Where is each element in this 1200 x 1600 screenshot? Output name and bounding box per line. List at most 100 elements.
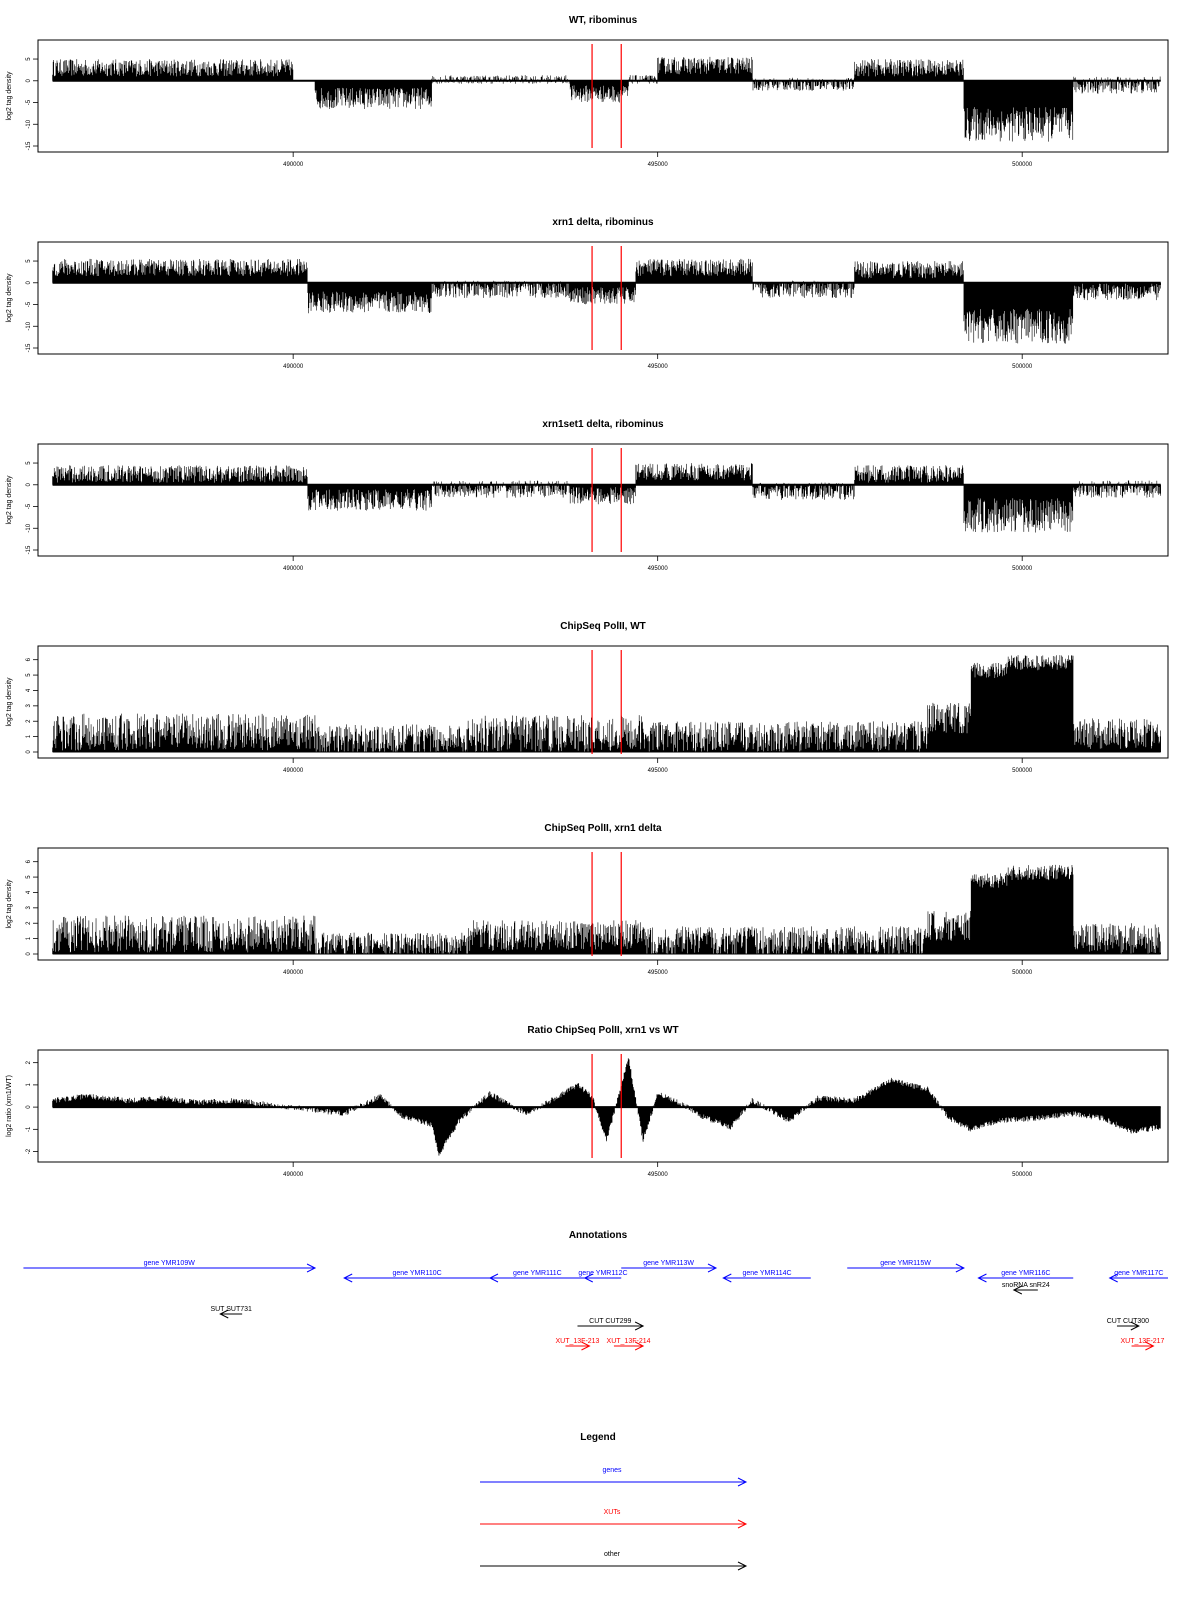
y-tick-label: 6 bbox=[26, 859, 32, 863]
panel-4: ChipSeq PolII, WT log2 tag density 0 1 2 3 4 5 6… bbox=[6, 621, 1169, 774]
chart-panels: WT, ribominus log2 tag density 5 0 -5 -10 -15 4… bbox=[6, 15, 1169, 1178]
y-tick-label: 0 bbox=[26, 952, 32, 956]
feature-arrow bbox=[1108, 1273, 1168, 1283]
data-bars bbox=[52, 258, 1161, 344]
feature-arrow bbox=[577, 1321, 645, 1331]
x-tick-label: 495000 bbox=[648, 566, 669, 572]
legend-item: other bbox=[480, 1551, 748, 1571]
feature-arrow bbox=[1116, 1321, 1140, 1331]
panel-1: WT, ribominus log2 tag density 5 0 -5 -10 -15 4… bbox=[6, 15, 1169, 168]
feature-arrow bbox=[1012, 1285, 1038, 1295]
y-tick-label: -2 bbox=[26, 1148, 32, 1154]
panel-5: ChipSeq PolII, xrn1 delta log2 tag densit… bbox=[6, 823, 1169, 976]
annotation-feature: gene YMR110C bbox=[343, 1270, 490, 1283]
ratio-area bbox=[52, 1058, 1161, 1156]
y-tick-label: 0 bbox=[26, 280, 32, 284]
x-tick-label: 490000 bbox=[283, 162, 304, 168]
y-tick-label: 0 bbox=[26, 482, 32, 486]
feature-arrow bbox=[722, 1273, 811, 1283]
x-tick-label: 500000 bbox=[1012, 768, 1033, 774]
legend-arrow bbox=[480, 1519, 748, 1529]
annotation-feature: gene YMR109W bbox=[23, 1260, 317, 1273]
panel-3: xrn1set1 delta, ribominus log2 tag densit… bbox=[6, 419, 1169, 572]
x-tick-label: 495000 bbox=[648, 970, 669, 976]
y-tick-label: 2 bbox=[26, 1060, 32, 1064]
data-bars bbox=[52, 655, 1161, 752]
y-tick-label: -10 bbox=[26, 119, 32, 128]
feature-arrow bbox=[621, 1263, 718, 1273]
feature-arrow bbox=[23, 1263, 317, 1273]
y-tick-label: 1 bbox=[26, 734, 32, 738]
annotation-feature: gene YMR117C bbox=[1108, 1270, 1168, 1283]
annotation-features: gene YMR109W gene YMR110C gene YMR111C gene… bbox=[23, 1260, 1168, 1351]
plot-frame bbox=[37, 443, 1169, 557]
plot-frame bbox=[37, 39, 1169, 153]
y-tick-label: -5 bbox=[26, 301, 32, 307]
y-tick-label: 6 bbox=[26, 657, 32, 661]
feature-label: gene YMR115W bbox=[880, 1260, 931, 1267]
x-tick-label: 490000 bbox=[283, 364, 304, 370]
annotation-feature: gene YMR111C bbox=[488, 1270, 585, 1283]
y-tick-label: -10 bbox=[26, 523, 32, 532]
annotations-title: Annotations bbox=[569, 1230, 628, 1241]
annotation-feature: XUT_13F-217 bbox=[1120, 1338, 1165, 1351]
feature-label: snoRNA snR24 bbox=[1002, 1282, 1050, 1289]
panel-title: xrn1 delta, ribominus bbox=[552, 217, 654, 228]
y-tick-label: 3 bbox=[26, 906, 32, 910]
y-tick-label: 2 bbox=[26, 921, 32, 925]
panel-2: xrn1 delta, ribominus log2 tag density 5 0 -… bbox=[6, 217, 1169, 370]
data-bars bbox=[52, 864, 1161, 954]
feature-arrow bbox=[847, 1263, 965, 1273]
annotation-feature: snoRNA snR24 bbox=[1002, 1282, 1050, 1295]
x-tick-label: 500000 bbox=[1012, 1172, 1033, 1178]
y-tick-label: 5 bbox=[26, 57, 32, 61]
y-tick-label: 1 bbox=[26, 1083, 32, 1087]
panel-6: Ratio ChipSeq PolII, xrn1 vs WT log2 rati… bbox=[6, 1025, 1169, 1178]
legend-arrow bbox=[480, 1477, 748, 1487]
y-tick-label: 0 bbox=[26, 750, 32, 754]
feature-label: gene YMR111C bbox=[513, 1270, 562, 1277]
feature-label: CUT CUT300 bbox=[1107, 1318, 1149, 1325]
feature-label: gene YMR109W bbox=[144, 1260, 196, 1267]
y-tick-label: -15 bbox=[26, 545, 32, 554]
y-tick-label: 4 bbox=[26, 890, 32, 894]
y-tick-label: -15 bbox=[26, 141, 32, 150]
feature-arrow bbox=[1131, 1341, 1155, 1351]
feature-label: SUT SUT731 bbox=[210, 1306, 252, 1313]
y-tick-label: -5 bbox=[26, 99, 32, 105]
annotation-feature: gene YMR114C bbox=[722, 1270, 811, 1283]
legend-arrow bbox=[480, 1561, 748, 1571]
annotation-feature: SUT SUT731 bbox=[210, 1306, 252, 1319]
panel-title: Ratio ChipSeq PolII, xrn1 vs WT bbox=[527, 1025, 678, 1036]
y-tick-label: -15 bbox=[26, 343, 32, 352]
annotation-feature: XUT_13F-214 bbox=[607, 1338, 651, 1351]
annotation-feature: XUT_13F-213 bbox=[555, 1338, 600, 1351]
y-tick-label: -5 bbox=[26, 503, 32, 509]
y-axis-label: log2 tag density bbox=[6, 71, 13, 121]
feature-arrow bbox=[219, 1309, 243, 1319]
x-tick-label: 490000 bbox=[283, 768, 304, 774]
feature-label: XUT_13F-213 bbox=[555, 1338, 599, 1345]
legend-label: genes bbox=[602, 1467, 622, 1474]
y-axis-label: log2 tag density bbox=[6, 475, 13, 525]
x-tick-label: 490000 bbox=[283, 1172, 304, 1178]
legend-label: other bbox=[604, 1551, 621, 1558]
feature-arrow bbox=[488, 1273, 585, 1283]
y-tick-label: -10 bbox=[26, 321, 32, 330]
x-tick-label: 500000 bbox=[1012, 566, 1033, 572]
panel-title: WT, ribominus bbox=[569, 15, 638, 26]
annotation-feature: gene YMR116C bbox=[977, 1270, 1074, 1283]
legend-label: XUTs bbox=[604, 1509, 621, 1516]
feature-label: gene YMR117C bbox=[1114, 1270, 1163, 1277]
panel-title: xrn1set1 delta, ribominus bbox=[542, 419, 664, 430]
y-tick-label: 5 bbox=[26, 259, 32, 263]
panel-title: ChipSeq PolII, xrn1 delta bbox=[544, 823, 662, 834]
data-bars bbox=[52, 56, 1161, 142]
x-tick-label: 500000 bbox=[1012, 364, 1033, 370]
y-tick-label: 3 bbox=[26, 704, 32, 708]
y-tick-label: 2 bbox=[26, 719, 32, 723]
y-tick-label: 4 bbox=[26, 688, 32, 692]
annotation-feature: CUT CUT299 bbox=[577, 1318, 645, 1331]
